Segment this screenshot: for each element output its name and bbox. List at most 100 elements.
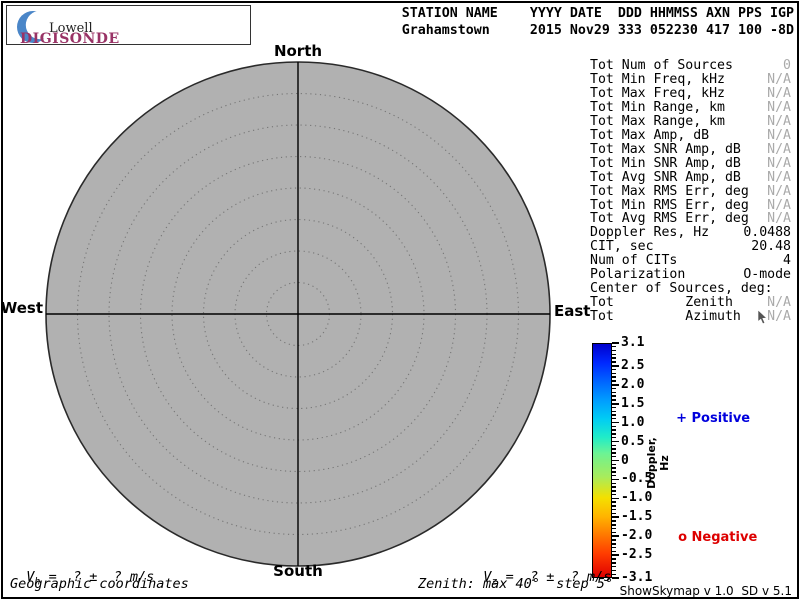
stats-row-value: 20.48 (751, 239, 791, 255)
colorbar-minor-tick (612, 433, 616, 435)
colorbar-minor-tick (612, 437, 616, 439)
stats-row-label: Tot Zenith (590, 295, 733, 311)
crescent-moon-icon (17, 10, 55, 43)
doppler-colorbar (592, 343, 612, 578)
stats-row-label: Center of Sources, deg: (590, 281, 773, 297)
stats-row-value: O-mode (743, 267, 791, 283)
colorbar-minor-tick (612, 418, 616, 420)
colorbar-minor-tick (612, 353, 616, 356)
colorbar-minor-tick (612, 406, 616, 409)
stats-row-label: Tot Min RMS Err, deg (590, 197, 749, 213)
plus-marker-icon: + (676, 411, 687, 426)
stats-row-label: Tot Min Range, km (590, 99, 725, 115)
stats-row: CIT, sec 20.48 (590, 240, 791, 254)
colorbar-minor-tick (612, 467, 616, 469)
mouse-cursor-icon (757, 310, 768, 325)
colorbar-major-tick (612, 497, 619, 500)
statistics-panel: Tot Num of Sources 0 Tot Min Freq, kHz N/A T… (590, 59, 791, 324)
colorbar-minor-tick (612, 501, 616, 503)
stats-row-label: Doppler Res, Hz (590, 225, 710, 241)
colorbar-tick-label: -0.5 (621, 471, 653, 487)
colorbar-minor-tick (612, 372, 616, 374)
header-values: Grahamstown 2015 Nov29 333 052230 417 10… (401, 22, 794, 38)
colorbar-tick-label: 0 (621, 452, 629, 468)
colorbar-minor-tick (612, 505, 616, 507)
colorbar-minor-tick (612, 482, 616, 484)
colorbar-major-tick (612, 554, 619, 557)
colorbar-tick-label: -1.5 (621, 509, 653, 525)
colorbar-tick-label: -1.0 (621, 490, 653, 506)
stats-row-label: Tot Min SNR Amp, dB (590, 155, 741, 171)
stats-row-value: N/A (767, 155, 791, 171)
stats-row: Tot Max Amp, dB N/A (590, 127, 791, 143)
stats-row-label: Tot Azimuth (590, 309, 741, 325)
colorbar-minor-tick (612, 543, 616, 545)
colorbar-minor-tick (612, 391, 616, 393)
stats-row-value: 0 (783, 58, 791, 73)
colorbar-minor-tick (612, 444, 616, 447)
legend-positive: + Positive (667, 396, 750, 426)
stats-row-label: Tot Max Freq, kHz (590, 85, 725, 101)
colorbar-minor-tick (612, 376, 616, 378)
colorbar-minor-tick (612, 562, 616, 564)
colorbar-tick-label: 1.0 (621, 414, 645, 430)
colorbar-minor-tick (612, 448, 616, 450)
stats-row: Tot Min Range, km N/A (590, 99, 791, 115)
colorbar-minor-tick (612, 346, 616, 348)
stats-row-value: N/A (767, 99, 791, 115)
stats-row-value: 4 (783, 253, 791, 269)
header-column-titles: STATION NAME YYYY DATE DDD HHMMSS AXN PP… (401, 6, 794, 21)
vertical-velocity-readout: Vz = ? ± ? m/s (483, 569, 612, 588)
colorbar-minor-tick (612, 490, 616, 492)
colorbar-major-tick (612, 364, 619, 367)
colorbar-tick-label: 2.5 (621, 357, 645, 373)
station-header: STATION NAME YYYY DATE DDD HHMMSS AXN PP… (402, 6, 794, 39)
stats-row-label: Tot Min Freq, kHz (590, 71, 725, 87)
stats-row-label: Tot Max Amp, dB (590, 127, 710, 143)
stats-row-label: Tot Max SNR Amp, dB (590, 141, 741, 157)
colorbar-minor-tick (612, 524, 616, 526)
stats-row: Tot Max Freq, kHz N/A (590, 85, 791, 101)
legend-negative: o Negative (669, 515, 757, 545)
stats-row: Tot Max RMS Err, deg N/A (590, 183, 791, 199)
stats-row-value: 0.0488 (743, 225, 791, 241)
colorbar-minor-tick (612, 463, 616, 465)
skymap-polar-plot (45, 61, 551, 567)
stats-row: Tot Max Range, km N/A (590, 114, 791, 129)
colorbar-minor-tick (612, 357, 616, 359)
compass-label-south: South (273, 562, 323, 580)
colorbar-minor-tick (612, 528, 616, 530)
colorbar-tick-label: 3.1 (621, 335, 645, 350)
stats-row-label: Tot Avg RMS Err, deg (590, 211, 749, 227)
colorbar-minor-tick (612, 387, 616, 390)
colorbar-minor-tick (612, 509, 616, 511)
colorbar-major-tick (612, 516, 619, 519)
colorbar-major-tick (612, 478, 619, 481)
colorbar-minor-tick (612, 429, 616, 431)
lowell-digisonde-logo: Lowell DIGISONDE (6, 5, 251, 47)
colorbar-minor-tick (612, 410, 616, 412)
colorbar-tick-label: 1.5 (621, 395, 645, 411)
stats-row-value: N/A (767, 127, 791, 143)
colorbar-axis: 3.1 2.5 2.0 1.5 1.0 0.5 0 -0.5 -1.0 -1.5 -2.0 -2.5 -… (612, 336, 653, 585)
colorbar-minor-tick (612, 531, 616, 534)
circle-marker-icon: o (678, 530, 687, 545)
colorbar-minor-tick (612, 573, 616, 575)
stats-row-value: N/A (767, 309, 791, 325)
stats-row-label: Polarization (590, 267, 686, 283)
stats-row-value: N/A (767, 141, 791, 157)
colorbar-minor-tick (612, 361, 616, 363)
stats-row: Tot Min SNR Amp, dB N/A (590, 155, 791, 171)
colorbar-minor-tick (612, 425, 616, 428)
stats-row-value: N/A (767, 71, 791, 87)
stats-row-label: Tot Max RMS Err, deg (590, 183, 749, 199)
colorbar-minor-tick (612, 471, 616, 473)
coordinate-system-label: Geographic coordinates (10, 576, 189, 592)
stats-row-label: Num of CITs (590, 253, 678, 269)
stats-row: Tot Min Freq, kHz N/A (590, 73, 791, 87)
stats-row-label: Tot Num of Sources (590, 58, 733, 73)
colorbar-tick-label: -3.1 (621, 570, 653, 585)
stats-row: Tot Min RMS Err, deg N/A (590, 197, 791, 213)
colorbar-minor-tick (612, 452, 616, 454)
